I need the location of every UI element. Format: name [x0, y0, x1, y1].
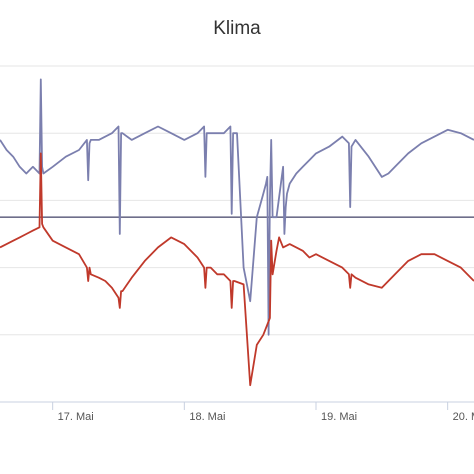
- x-tick-label: 19. Mai: [321, 411, 357, 423]
- series-line-2: [0, 152, 474, 387]
- grid-layer: [0, 65, 474, 403]
- x-tick-label: 20. Mai: [453, 411, 474, 423]
- x-tick-label: 17. Mai: [58, 411, 94, 423]
- series-layer: [0, 78, 474, 387]
- series-line-1: [0, 78, 474, 336]
- axis-layer: 17. Mai 18. Mai 19. Mai 20. Mai: [0, 401, 474, 423]
- x-tick-label: 18. Mai: [189, 411, 225, 423]
- chart-title: Klima: [213, 18, 261, 39]
